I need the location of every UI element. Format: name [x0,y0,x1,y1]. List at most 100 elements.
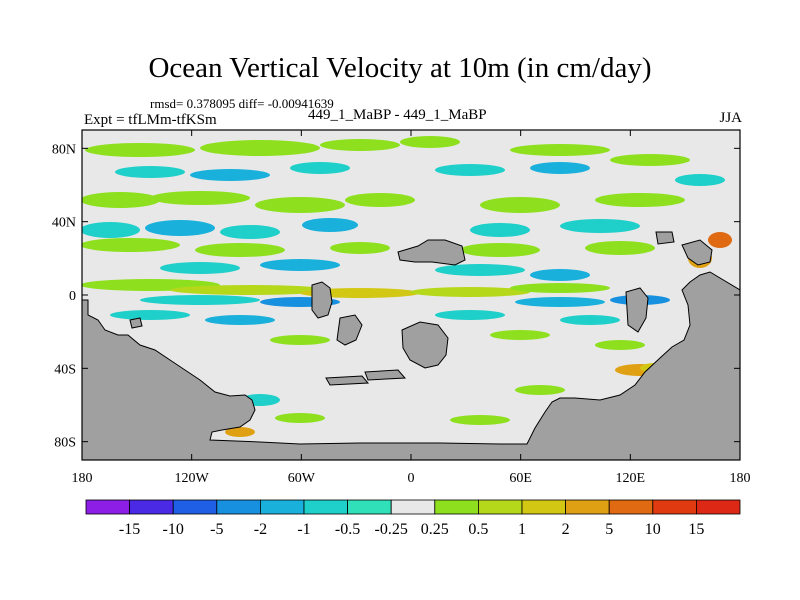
land-north-block [397,239,466,266]
velocity-contour [460,243,540,257]
velocity-contour [400,136,460,148]
experiment-label: Expt = tfLMm-tfKSm [84,112,217,128]
velocity-contour [150,191,250,205]
velocity-contour [170,285,330,295]
colorbar-swatch [390,499,436,515]
colorbar-label: 0.5 [468,521,488,538]
colorbar-swatch [608,499,654,515]
colorbar-swatch [565,499,610,515]
velocity-contour [82,222,140,238]
colorbar-swatch [216,499,261,515]
velocity-contour [195,243,285,257]
colorbar-label: 15 [688,521,704,538]
velocity-contour [435,164,505,176]
velocity-contour [110,310,190,320]
colorbar-label: -0.5 [335,521,360,538]
colorbar-swatch [347,499,392,515]
y-tick-label: 40N [52,216,76,231]
velocity-contour [290,162,350,174]
land-strip-south-2 [364,369,407,381]
velocity-contour [85,143,195,157]
velocity-contour [140,295,260,305]
colorbar-label: -5 [210,521,223,538]
chart-title: Ocean Vertical Velocity at 10m (in cm/da… [148,52,652,84]
velocity-contour [435,264,525,276]
velocity-contour [675,174,725,186]
velocity-contour [560,315,620,325]
velocity-contour [345,193,415,207]
velocity-contour [610,154,690,166]
case-id-label: 449_1_MaBP - 449_1_MaBP [308,107,487,123]
land-west-small [129,317,143,329]
velocity-contour [270,335,330,345]
colorbar-swatch [521,499,566,515]
land-strip-south [325,375,370,386]
velocity-contour [595,193,685,207]
velocity-contour [470,223,530,237]
velocity-contour [205,315,275,325]
colorbar-label: 1 [518,521,526,538]
velocity-contour [515,385,565,395]
velocity-contour [200,140,320,156]
y-axis: 80N 40N 0 40S 80S [52,142,740,451]
velocity-contour [145,220,215,236]
season-label: JJA [719,110,742,126]
velocity-contour [515,297,605,307]
colorbar-label: 5 [605,521,613,538]
x-axis: 180 120W 60W 0 60E 120E 180 [72,130,751,486]
velocity-contour [490,330,550,340]
velocity-contour [160,262,240,274]
colorbar-label: 0.25 [421,521,449,538]
velocity-contour [255,197,345,213]
y-tick-label: 0 [69,289,76,304]
land-northeast-small [655,231,675,245]
velocity-contour [595,340,645,350]
land-south-continent [311,281,333,319]
velocity-contour [560,219,640,233]
colorbar: -15 -10 -5 -2 -1 -0.5 -0.25 0.25 0.5 1 2 5 10 15 [85,499,741,538]
colorbar-label: -15 [119,521,140,538]
x-tick-label: 60E [509,471,532,486]
velocity-contour [275,413,325,423]
velocity-contour [82,192,160,208]
velocity-contour [410,287,530,297]
colorbar-swatch [696,499,741,515]
colorbar-label: -10 [163,521,184,538]
velocity-contour [510,283,610,293]
colorbar-swatch [85,499,130,515]
colorbar-swatch [434,499,479,515]
x-tick-label: 120E [616,471,646,486]
velocity-contour [530,269,590,281]
land-small-island-1 [336,314,363,346]
velocity-contour [480,197,560,213]
colorbar-label: 10 [645,521,661,538]
land-central-block [401,321,449,369]
velocity-contour [530,162,590,174]
map-plot [82,130,740,460]
velocity-contour [585,241,655,255]
velocity-contour [302,218,358,232]
colorbar-label: 2 [562,521,570,538]
velocity-contour [450,415,510,425]
colorbar-swatch [303,499,348,515]
colorbar-label: -0.25 [375,521,408,538]
velocity-contour [82,238,180,252]
rmsd-stats: rmsd= 0.378095 diff= -0.00941639 [150,96,334,111]
velocity-contour [510,144,610,156]
velocity-contour [320,139,400,151]
land-east-peninsula [625,287,649,333]
velocity-contour [260,259,340,271]
y-tick-label: 80S [54,436,76,451]
x-tick-label: 60W [288,471,316,486]
colorbar-swatch [652,499,697,515]
velocity-contour [220,225,280,239]
colorbar-swatch [172,499,218,515]
y-tick-label: 40S [54,362,76,377]
y-tick-label: 80N [52,142,76,157]
velocity-contour [115,166,185,178]
colorbar-swatch [477,499,523,515]
colorbar-label: -1 [297,521,310,538]
velocity-contour [190,169,270,181]
x-tick-label: 0 [408,471,415,486]
